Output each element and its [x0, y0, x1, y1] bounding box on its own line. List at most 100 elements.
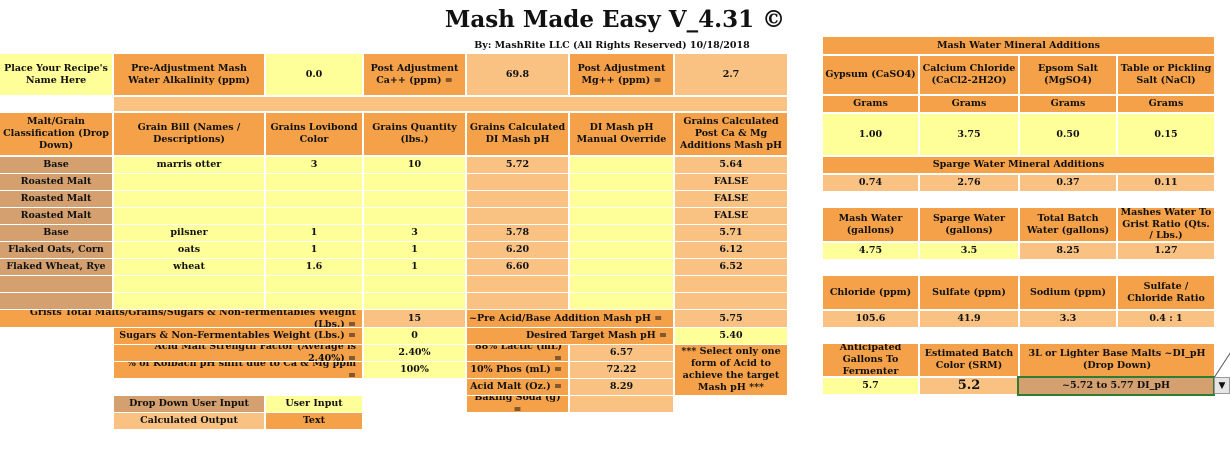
- epsom-salt-header: Epsom Salt (MgSO4): [1020, 56, 1116, 94]
- acid-malt-value: 8.29: [570, 379, 673, 395]
- recipe-name-cell[interactable]: Place Your Recipe's Name Here: [0, 54, 112, 95]
- grain-quantity-cell[interactable]: [364, 208, 465, 224]
- header-grain-bill: Grain Bill (Names / Descriptions): [114, 113, 264, 155]
- grain-quantity-cell[interactable]: [364, 293, 465, 309]
- chevron-down-icon[interactable]: ▼: [1214, 377, 1230, 394]
- grain-name-cell[interactable]: pilsner: [114, 225, 264, 241]
- grain-class-cell[interactable]: Roasted Malt: [0, 208, 112, 224]
- lactic-acid-value: 6.57: [570, 345, 673, 361]
- acid-note: *** Select only one form of Acid to achi…: [675, 345, 787, 395]
- grain-quantity-cell[interactable]: [364, 276, 465, 292]
- acid-malt-strength-label: Acid Malt Strength Factor (Average is 2.…: [114, 345, 362, 361]
- grain-class-cell[interactable]: Base: [0, 157, 112, 173]
- grain-lovibond-cell[interactable]: 3: [266, 157, 362, 173]
- grain-lovibond-cell[interactable]: 1: [266, 225, 362, 241]
- base-malt-ph-header: 3L or Lighter Base Malts ~DI_pH (Drop Do…: [1020, 344, 1214, 376]
- gallons-to-fermenter-input[interactable]: 5.7: [823, 378, 918, 394]
- header-di-ph: Grains Calculated DI Mash pH: [467, 113, 568, 155]
- grain-name-cell[interactable]: [114, 293, 264, 309]
- grain-override-cell[interactable]: [570, 225, 673, 241]
- table-salt-input[interactable]: 0.15: [1118, 114, 1214, 155]
- grain-name-cell[interactable]: [114, 191, 264, 207]
- grain-name-cell[interactable]: oats: [114, 242, 264, 258]
- grain-lovibond-cell[interactable]: [266, 293, 362, 309]
- magnesium-value: 2.7: [675, 54, 787, 95]
- grain-post-ph-cell: FALSE: [675, 191, 787, 207]
- base-malt-ph-dropdown[interactable]: ~5.72 to 5.77 DI_pH: [1017, 376, 1215, 396]
- grain-lovibond-cell[interactable]: [266, 174, 362, 190]
- gypsum-input[interactable]: 1.00: [823, 114, 918, 155]
- grain-override-cell[interactable]: [570, 259, 673, 275]
- grain-quantity-cell[interactable]: 1: [364, 259, 465, 275]
- calcium-chloride-input[interactable]: 3.75: [920, 114, 1018, 155]
- grain-di-ph-cell: [467, 293, 568, 309]
- table-salt-unit: Grams: [1118, 96, 1214, 112]
- sodium-value: 3.3: [1020, 311, 1116, 327]
- grain-lovibond-cell[interactable]: [266, 191, 362, 207]
- grain-di-ph-cell: [467, 191, 568, 207]
- grain-di-ph-cell: 6.60: [467, 259, 568, 275]
- batch-color-header: Estimated Batch Color (SRM): [920, 344, 1018, 376]
- header-lovibond: Grains Lovibond Color: [266, 113, 362, 155]
- grain-name-cell[interactable]: wheat: [114, 259, 264, 275]
- grain-name-cell[interactable]: [114, 174, 264, 190]
- grain-override-cell[interactable]: [570, 276, 673, 292]
- grain-name-cell[interactable]: marris otter: [114, 157, 264, 173]
- sugars-weight-label: Sugars & Non-Fermentables Weight (Lbs.) …: [114, 328, 362, 344]
- grain-lovibond-cell[interactable]: [266, 208, 362, 224]
- baking-soda-label: Baking Soda (g) =: [467, 396, 568, 412]
- acid-malt-strength-input[interactable]: 2.40%: [364, 345, 465, 361]
- grain-class-cell[interactable]: [0, 293, 112, 309]
- epsom-salt-input[interactable]: 0.50: [1020, 114, 1116, 155]
- byline: By: MashRite LLC (All Rights Reserved) 1…: [474, 40, 750, 51]
- legend-user-input: User Input: [266, 396, 362, 412]
- grain-lovibond-cell[interactable]: 1: [266, 242, 362, 258]
- grain-override-cell[interactable]: [570, 293, 673, 309]
- grain-name-cell[interactable]: [114, 276, 264, 292]
- spacer-row: [114, 97, 787, 111]
- app-title: Mash Made Easy V_4.31 ©: [444, 6, 786, 33]
- grain-di-ph-cell: [467, 208, 568, 224]
- grain-override-cell[interactable]: [570, 157, 673, 173]
- target-ph-input[interactable]: 5.40: [675, 328, 787, 344]
- grain-lovibond-cell[interactable]: [266, 276, 362, 292]
- grain-class-cell[interactable]: [0, 276, 112, 292]
- alkalinity-input[interactable]: 0.0: [266, 54, 362, 95]
- calcium-chloride-unit: Grams: [920, 96, 1018, 112]
- grain-override-cell[interactable]: [570, 208, 673, 224]
- kolbach-shift-input[interactable]: 100%: [364, 362, 465, 378]
- sparge-epsom-salt-value: 0.37: [1020, 175, 1116, 191]
- sparge-water-input[interactable]: 3.5: [920, 243, 1018, 259]
- legend-calculated-output: Calculated Output: [114, 413, 264, 429]
- grain-quantity-cell[interactable]: 10: [364, 157, 465, 173]
- grain-quantity-cell[interactable]: [364, 191, 465, 207]
- grain-quantity-cell[interactable]: 1: [364, 242, 465, 258]
- grain-di-ph-cell: 5.72: [467, 157, 568, 173]
- calcium-label: Post Adjustment Ca++ (ppm) =: [364, 54, 465, 95]
- grain-quantity-cell[interactable]: 3: [364, 225, 465, 241]
- grain-class-cell[interactable]: Roasted Malt: [0, 191, 112, 207]
- grain-override-cell[interactable]: [570, 174, 673, 190]
- grain-lovibond-cell[interactable]: 1.6: [266, 259, 362, 275]
- grain-di-ph-cell: 5.78: [467, 225, 568, 241]
- water-grist-ratio-header: Mashes Water To Grist Ratio (Qts. / Lbs.…: [1118, 208, 1214, 241]
- total-water-value: 8.25: [1020, 243, 1116, 259]
- grain-class-cell[interactable]: Flaked Wheat, Rye: [0, 259, 112, 275]
- grain-override-cell[interactable]: [570, 191, 673, 207]
- grain-post-ph-cell: 5.71: [675, 225, 787, 241]
- mash-water-input[interactable]: 4.75: [823, 243, 918, 259]
- calcium-value: 69.8: [467, 54, 568, 95]
- grain-class-cell[interactable]: Flaked Oats, Corn: [0, 242, 112, 258]
- grain-class-cell[interactable]: Roasted Malt: [0, 174, 112, 190]
- legend-dropdown-input: Drop Down User Input: [114, 396, 264, 412]
- pre-acid-ph-value: 5.75: [675, 310, 787, 327]
- grain-name-cell[interactable]: [114, 208, 264, 224]
- calcium-chloride-header: Calcium Chloride (CaCl2-2H2O): [920, 56, 1018, 94]
- batch-color-value: 5.2: [920, 378, 1018, 394]
- grain-override-cell[interactable]: [570, 242, 673, 258]
- sugars-weight-input[interactable]: 0: [364, 328, 465, 344]
- grain-class-cell[interactable]: Base: [0, 225, 112, 241]
- grain-quantity-cell[interactable]: [364, 174, 465, 190]
- grain-post-ph-cell: 6.12: [675, 242, 787, 258]
- sparge-calcium-chloride-value: 2.76: [920, 175, 1018, 191]
